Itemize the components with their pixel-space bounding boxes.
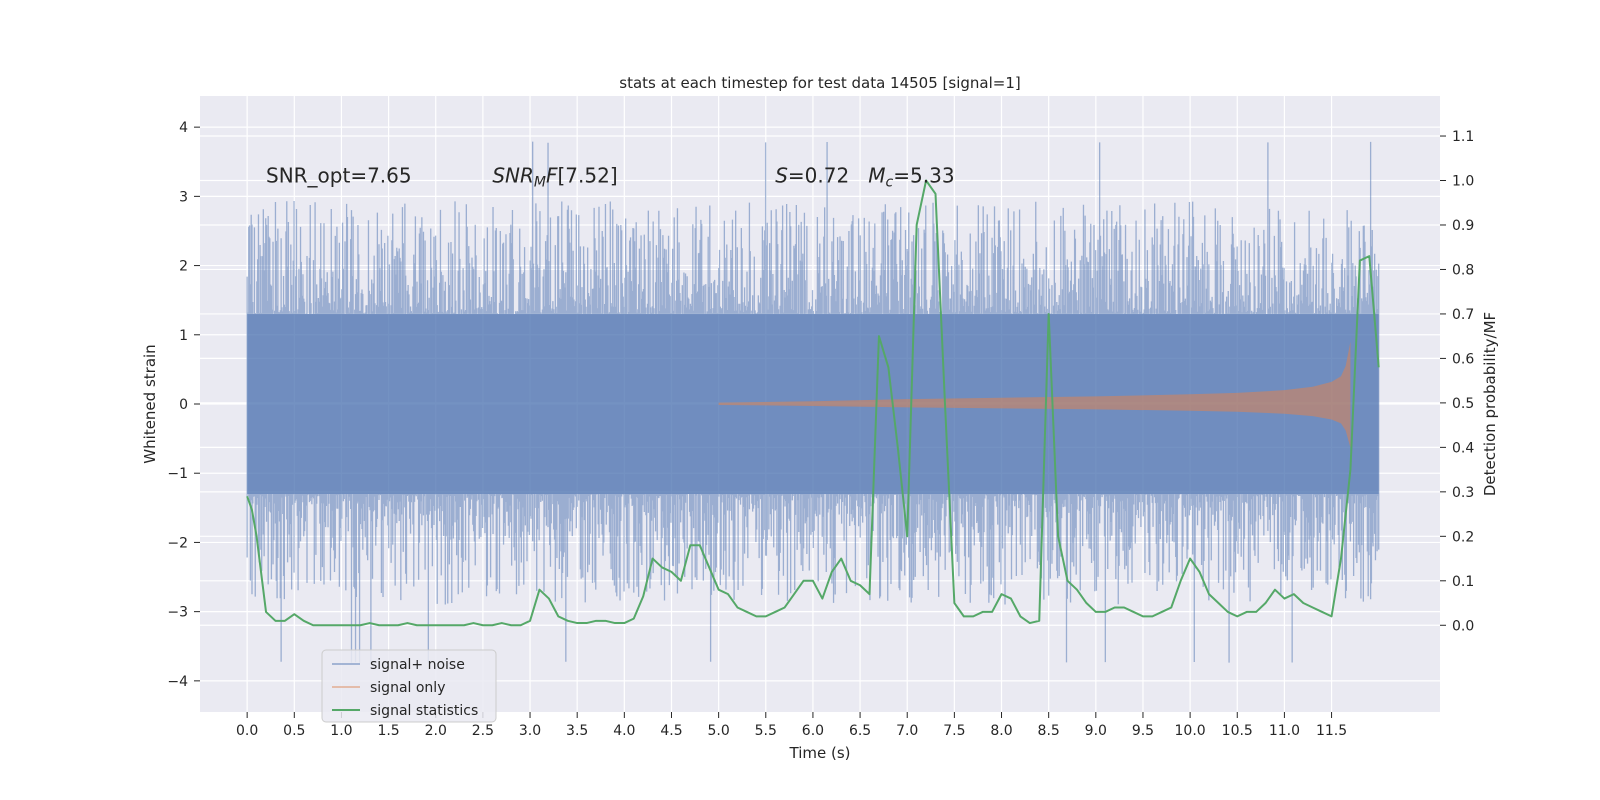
x-tick-label: 11.5 <box>1316 723 1347 739</box>
legend-box <box>321 649 497 723</box>
series-signal-statistics <box>246 179 1380 627</box>
chart-title: stats at each timestep for test data 145… <box>619 74 1020 92</box>
y-left-tick-label: −3 <box>167 605 188 621</box>
y-left-tick-label: 0 <box>179 397 188 413</box>
x-tick-label: 0.5 <box>283 723 305 739</box>
series-signal-only <box>718 341 1351 448</box>
x-tick-label: 6.5 <box>849 723 871 739</box>
annotation-2: S=0.72 Mc=5.33 <box>775 164 954 191</box>
y-right-tick-label: 0.5 <box>1452 396 1474 412</box>
y-left-tick-label: −2 <box>167 535 188 551</box>
y-left-tick-label: −1 <box>167 466 188 482</box>
left-axis-ticks: −4 −3 −2 −1 0 1 2 3 4 <box>167 120 200 690</box>
x-tick-label: 10.5 <box>1222 723 1253 739</box>
x-tick-label: 9.5 <box>1132 723 1154 739</box>
y-left-tick-label: 4 <box>179 120 188 136</box>
x-tick-label: 5.5 <box>755 723 777 739</box>
y-left-tick-label: 3 <box>179 189 188 205</box>
x-tick-label: 5.0 <box>707 723 729 739</box>
y-left-tick-label: −4 <box>167 674 188 690</box>
x-tick-label: 8.5 <box>1038 723 1060 739</box>
right-axis-ticks: 0.0 0.1 0.2 0.3 0.4 0.5 0.6 0.7 0.8 0.9 1.0 1.1 <box>1440 129 1474 634</box>
annotation-1: SNRMF[7.52] <box>492 164 617 191</box>
y-right-tick-label: 0.3 <box>1452 485 1474 501</box>
x-tick-label: 11.0 <box>1269 723 1300 739</box>
x-tick-label: 0.0 <box>236 723 258 739</box>
x-tick-label: 7.0 <box>896 723 918 739</box>
x-tick-label: 8.0 <box>990 723 1012 739</box>
y-right-tick-label: 0.7 <box>1452 307 1474 323</box>
legend-label: signal only <box>370 680 445 696</box>
x-tick-label: 2.0 <box>425 723 447 739</box>
y-left-tick-label: 2 <box>179 259 188 275</box>
legend-label: signal statistics <box>370 703 478 719</box>
y-right-tick-label: 0.0 <box>1452 618 1474 634</box>
y-right-tick-label: 1.0 <box>1452 174 1474 190</box>
x-tick-label: 9.0 <box>1085 723 1107 739</box>
y-axis-label-right: Detection probability/MF <box>1481 312 1499 496</box>
y-right-tick-label: 0.2 <box>1452 529 1474 545</box>
y-axis-label-left: Whitened strain <box>141 344 159 463</box>
annotations: SNR_opt=7.65 SNRMF[7.52] S=0.72 Mc=5.33 <box>266 164 955 191</box>
x-tick-label: 6.0 <box>802 723 824 739</box>
x-tick-label: 3.5 <box>566 723 588 739</box>
x-tick-label: 2.5 <box>472 723 494 739</box>
legend-label: signal+ noise <box>370 657 465 673</box>
x-axis-ticks: 0.0 0.5 1.0 1.5 2.0 2.5 3.0 3.5 4.0 4.5 5.0 5.5 6.0 6… <box>236 712 1347 739</box>
x-tick-label: 7.5 <box>943 723 965 739</box>
x-tick-label: 4.0 <box>613 723 635 739</box>
y-right-tick-label: 0.9 <box>1452 218 1474 234</box>
series-layer <box>246 141 1380 663</box>
x-tick-label: 10.0 <box>1175 723 1206 739</box>
x-tick-label: 1.0 <box>330 723 352 739</box>
x-tick-label: 1.5 <box>377 723 399 739</box>
legend: signal+ noise signal only signal statistic… <box>321 649 497 723</box>
x-tick-label: 3.0 <box>519 723 541 739</box>
x-tick-label: 4.5 <box>660 723 682 739</box>
y-left-tick-label: 1 <box>179 328 188 344</box>
y-right-tick-label: 0.4 <box>1452 440 1474 456</box>
y-right-tick-label: 1.1 <box>1452 129 1474 145</box>
annotation-0: SNR_opt=7.65 <box>266 164 412 188</box>
y-right-tick-label: 0.1 <box>1452 574 1474 590</box>
y-right-tick-label: 0.8 <box>1452 262 1474 278</box>
y-right-tick-label: 0.6 <box>1452 351 1474 367</box>
x-axis-label: Time (s) <box>789 744 851 762</box>
